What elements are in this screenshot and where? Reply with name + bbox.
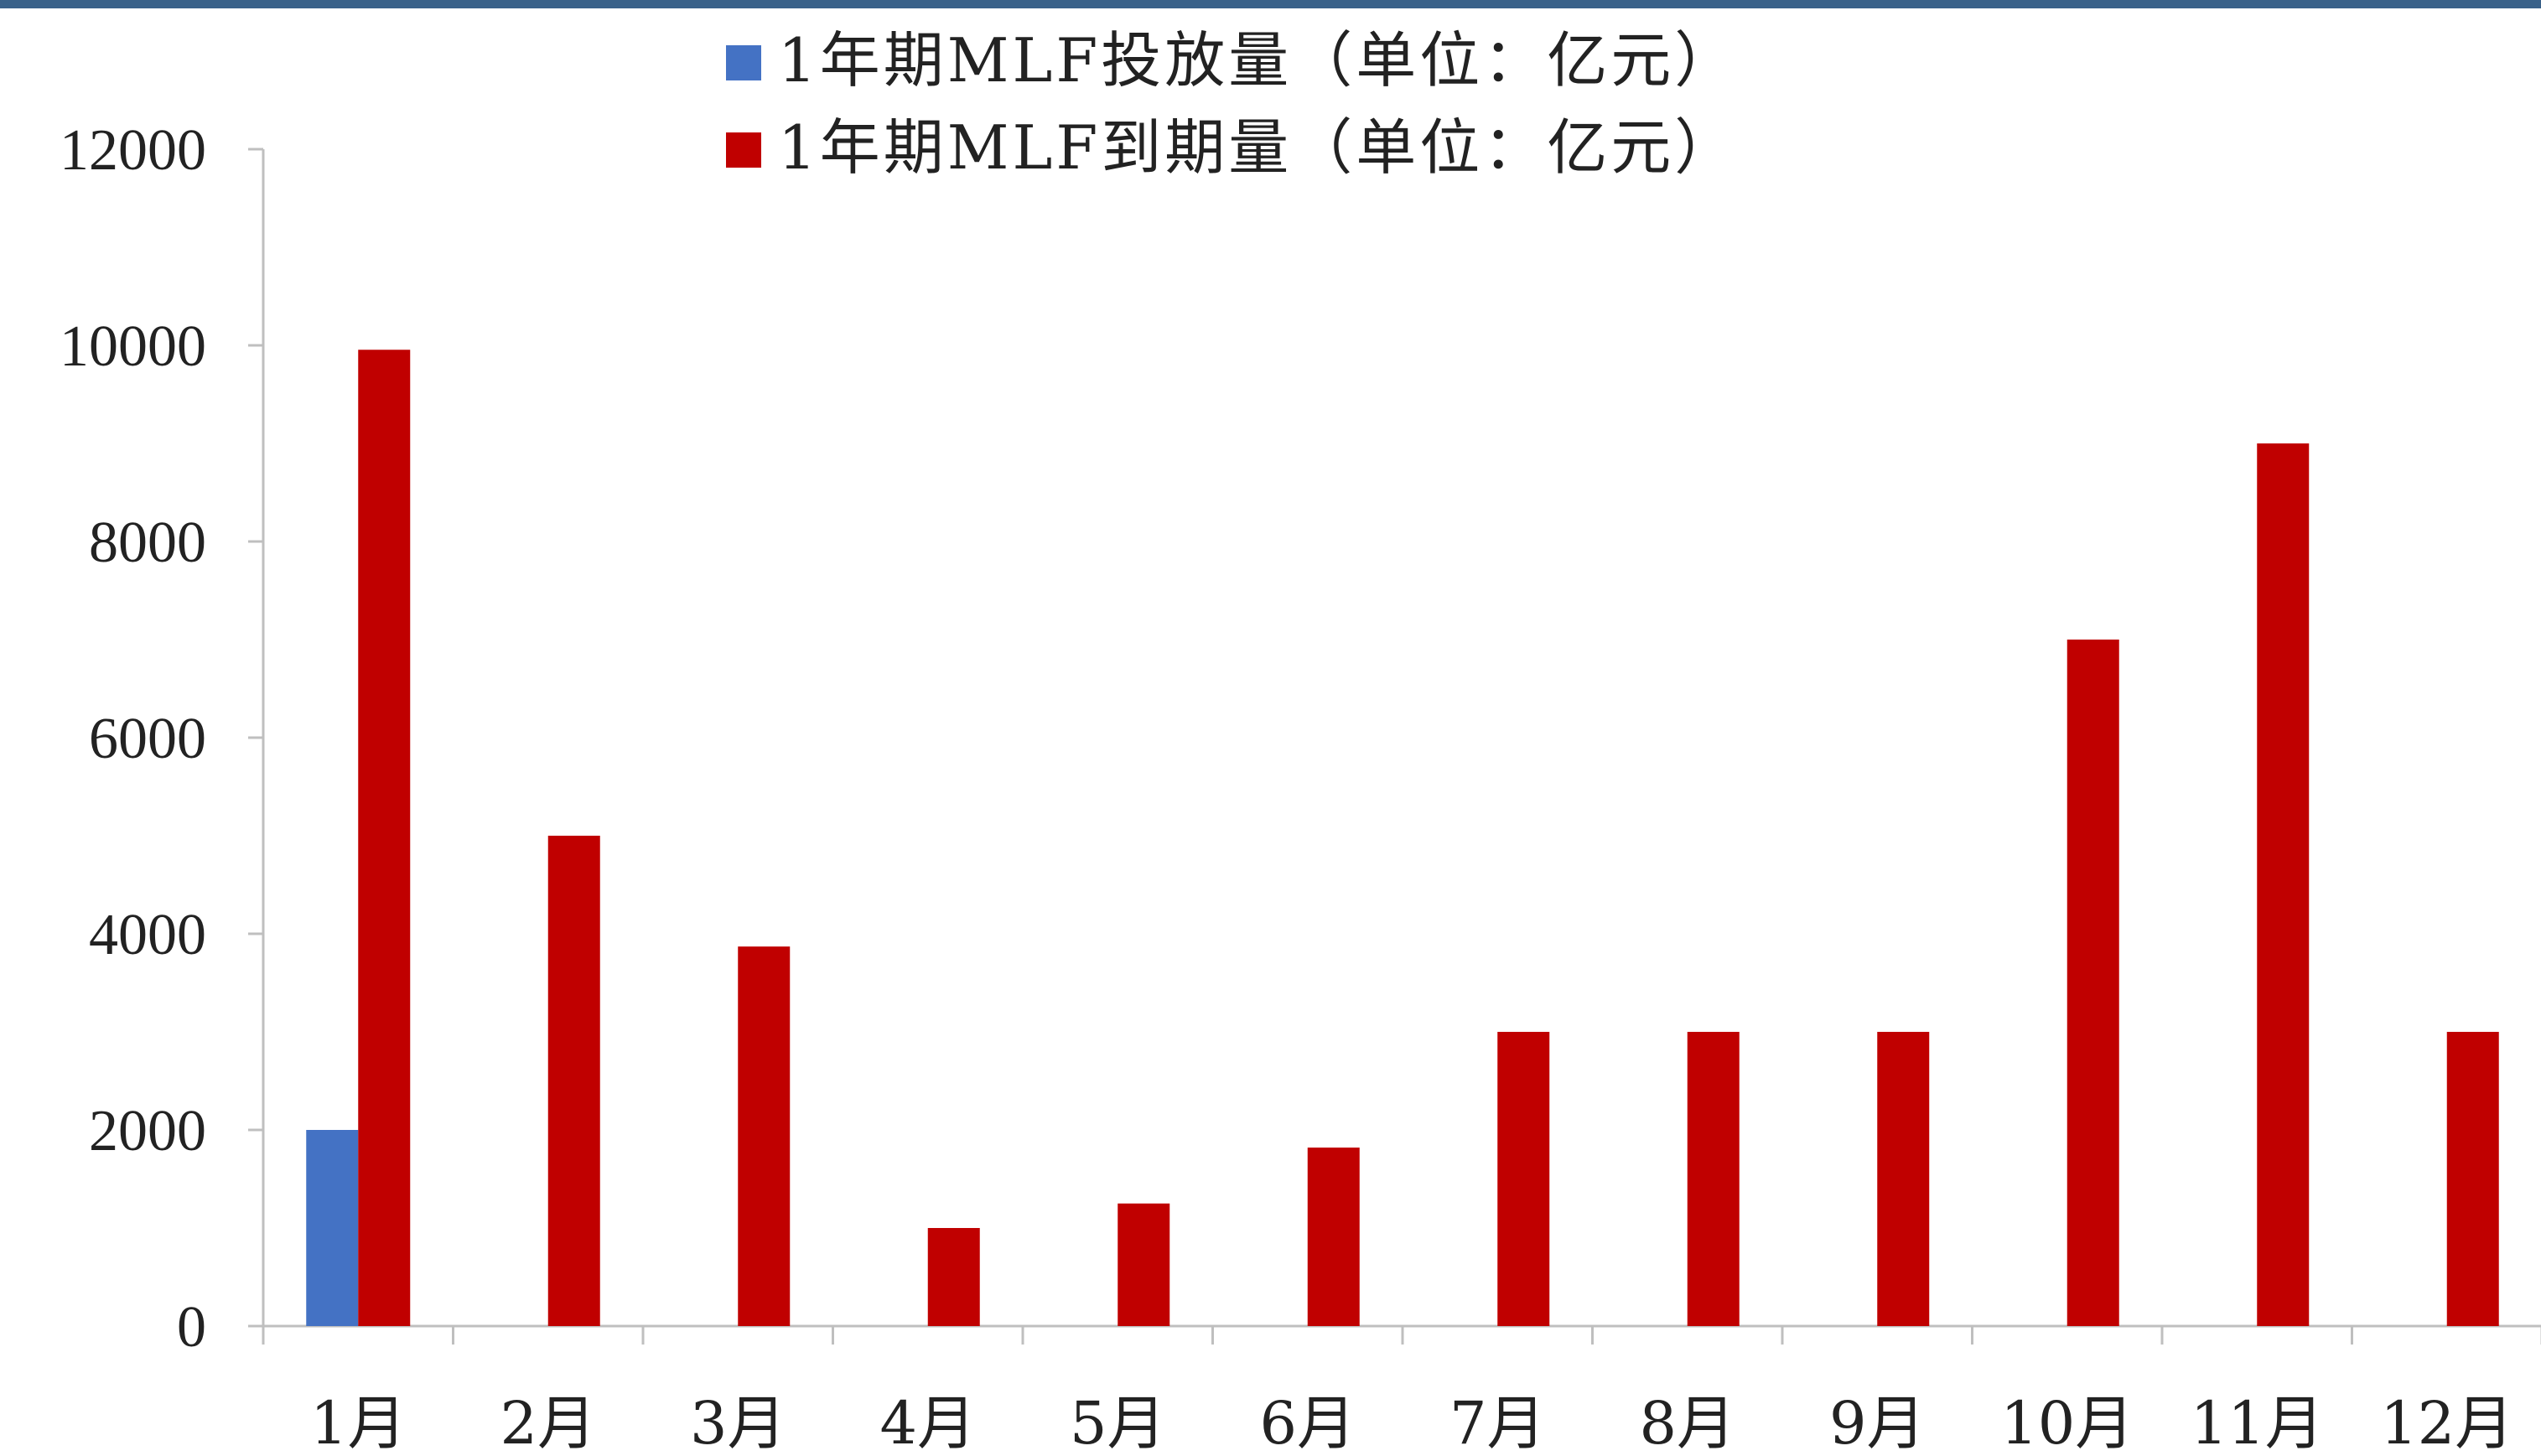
y-tick-label: 2000 [89,1099,206,1163]
bar-maturity-6 [1307,1148,1360,1326]
y-tick-label: 6000 [89,707,206,771]
x-tick-label: 10月 [2000,1389,2134,1456]
top-accent-rule [0,0,2541,8]
y-tick-label: 8000 [89,510,206,575]
y-tick-label: 10000 [60,314,206,379]
y-tick-label: 12000 [60,118,206,183]
bar-maturity-10 [2067,640,2119,1326]
bar-issuance-1 [306,1130,359,1326]
x-tick-label: 4月 [879,1389,976,1456]
legend: 1年期MLF投放量（单位：亿元） 1年期MLF到期量（单位：亿元） [726,25,1738,183]
legend-label-maturity: 1年期MLF到期量（单位：亿元） [778,112,1738,183]
bar-maturity-3 [738,946,791,1326]
legend-swatch-issuance [726,45,761,80]
bar-maturity-2 [547,836,600,1326]
bar-maturity-5 [1118,1203,1170,1326]
y-tick-label: 0 [177,1295,206,1360]
x-tick-label: 9月 [1829,1389,1926,1456]
x-tick-label: 5月 [1070,1389,1166,1456]
x-tick-label: 3月 [690,1389,786,1456]
x-tick-label: 12月 [2380,1389,2513,1456]
bar-maturity-7 [1497,1032,1550,1326]
legend-label-issuance: 1年期MLF投放量（单位：亿元） [778,25,1738,96]
bar-maturity-1 [358,350,411,1326]
bar-maturity-11 [2257,443,2310,1326]
bar-maturity-12 [2446,1032,2499,1326]
x-tick-label: 8月 [1639,1389,1735,1456]
x-tick-label: 6月 [1259,1389,1356,1456]
y-tick-label: 4000 [89,903,206,967]
x-tick-label: 2月 [500,1389,596,1456]
bar-maturity-8 [1687,1032,1740,1326]
y-axis: 0 2000 4000 6000 8000 10000 12000 [60,118,265,1360]
x-tick-label: 1月 [310,1389,407,1456]
legend-swatch-maturity [726,132,761,168]
bar-maturity-9 [1877,1032,1930,1326]
bars [306,350,2499,1326]
bar-maturity-4 [927,1228,980,1326]
x-tick-label: 11月 [2191,1389,2324,1456]
x-tick-label: 7月 [1449,1389,1546,1456]
x-axis: 1月 2月 3月 4月 5月 6月 7月 8月 9月 10月 11月 12月 [262,1324,2541,1456]
